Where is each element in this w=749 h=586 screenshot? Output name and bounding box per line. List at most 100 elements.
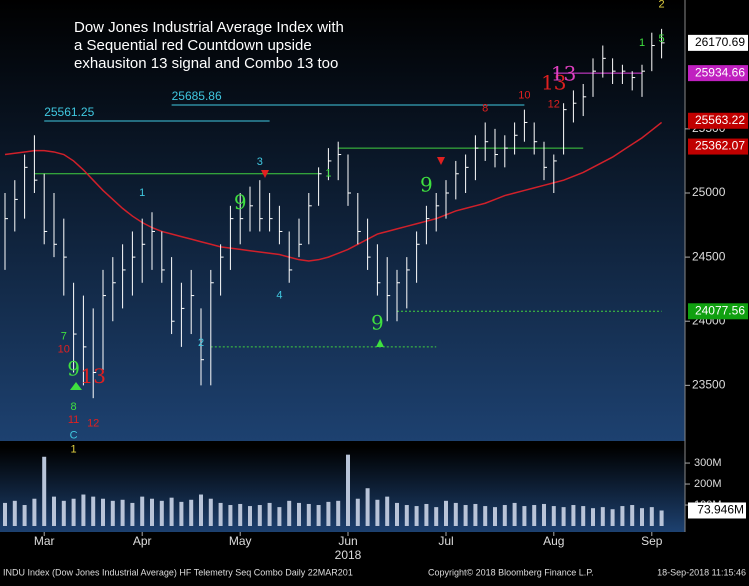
volume-bar: [257, 505, 262, 526]
title-line: Dow Jones Industrial Average Index with: [74, 19, 344, 36]
volume-bar: [542, 503, 546, 526]
annotation: 3: [257, 156, 263, 168]
volume-bar: [32, 498, 37, 526]
x-tick-label: Mar: [34, 534, 55, 548]
title-line: exhausiton 13 signal and Combo 13 too: [74, 55, 338, 72]
volume-bar: [434, 507, 439, 526]
price-tag: [688, 138, 748, 155]
arrow: [376, 339, 384, 347]
volume-bar: [463, 505, 468, 526]
footer-text: 18-Sep-2018 11:15:46: [657, 567, 746, 577]
volume-bar: [110, 500, 115, 526]
volume-bar: [3, 502, 7, 526]
volume-bar: [483, 506, 488, 526]
volume-bar: [159, 500, 164, 526]
volume-bar: [355, 498, 360, 526]
annotation: 9: [234, 190, 247, 214]
volume-bar: [630, 505, 635, 526]
volume-bar: [22, 505, 27, 526]
volume-bar: [600, 507, 605, 526]
volume-bar: [532, 505, 537, 526]
annotation: 12: [548, 98, 560, 110]
volume-bar: [71, 498, 76, 526]
annotation: 13: [541, 70, 566, 94]
x-tick-label: Aug: [543, 534, 564, 548]
y-tick-label: 25000: [692, 185, 726, 199]
footer-text: INDU Index (Dow Jones Industrial Average…: [3, 567, 353, 577]
price-tag: [688, 34, 748, 51]
annotation: 2: [198, 337, 204, 349]
footer-bar: [0, 562, 749, 581]
volume-bar: [316, 505, 321, 526]
volume-bar: [640, 508, 644, 526]
annotation: 1: [71, 443, 77, 455]
volume-bar: [277, 507, 282, 526]
annotation: C: [70, 429, 78, 441]
year-label: 2018: [335, 548, 362, 562]
price-tag: [688, 112, 748, 129]
volume-bar: [189, 499, 194, 526]
annotation: 9: [420, 172, 433, 196]
volume-tag: [688, 502, 746, 519]
volume-bar: [61, 500, 66, 526]
annotation: 13: [551, 62, 576, 86]
x-tick-label: Jul: [438, 534, 453, 548]
volume-bar: [81, 494, 86, 526]
volume-bar: [199, 494, 203, 526]
volume-bar: [306, 503, 311, 526]
volume-bar: [522, 506, 527, 526]
volume-bar: [130, 502, 135, 526]
volume-bar: [140, 496, 145, 526]
volume-bar: [52, 496, 56, 526]
volume-bar: [551, 506, 556, 526]
annotation: 1: [639, 37, 645, 49]
annotation: 9: [67, 356, 80, 380]
y-tick-label: 24500: [692, 249, 726, 263]
volume-bar: [649, 507, 654, 526]
axis-panel: [685, 0, 749, 560]
price-tag: [688, 65, 748, 82]
y-tick-label: 200M: [694, 478, 722, 490]
annotation: 2: [659, 0, 665, 10]
level-label: 25561.25: [44, 105, 94, 119]
volume-bar: [404, 505, 409, 526]
volume-bar: [101, 498, 105, 526]
annotation: 11: [68, 414, 79, 426]
volume-bar: [297, 502, 301, 526]
x-tick-label: Apr: [133, 534, 152, 548]
annotation: 12: [87, 418, 99, 430]
annotation: 5: [659, 33, 665, 45]
volume-bar: [473, 503, 478, 526]
volume-bar: [150, 498, 154, 526]
annotation: 4: [276, 289, 282, 301]
volume-bar: [218, 502, 223, 526]
footer-text: Copyright© 2018 Bloomberg Finance L.P.: [428, 567, 594, 577]
volume-bar: [120, 499, 125, 526]
moving-average: [4, 121, 663, 262]
title-line: a Sequential red Countdown upside: [74, 37, 312, 54]
volume-bar: [395, 502, 399, 526]
annotation: 8: [482, 102, 488, 114]
annotation: 1: [325, 168, 331, 180]
x-tick-label: Jun: [338, 534, 357, 548]
price-tag-label: 26170.69: [695, 35, 745, 49]
price-tag-label: 25563.22: [695, 113, 745, 127]
volume-bar: [91, 496, 96, 526]
price-tag: [688, 303, 748, 320]
volume-bar: [42, 456, 47, 526]
volume-bar: [414, 506, 419, 526]
volume-bar: [591, 508, 595, 526]
volume-bar: [248, 506, 252, 526]
volume-bar: [561, 507, 566, 526]
arrow: [70, 382, 82, 390]
annotation: 13: [80, 364, 105, 388]
plot: 235002400024500250002550025561.2525685.8…: [3, 0, 748, 562]
annotation: 7: [61, 331, 67, 343]
volume-bar: [336, 500, 341, 526]
y-tick-label: 300M: [694, 457, 722, 469]
volume-bar: [620, 506, 625, 526]
x-tick-label: Sep: [641, 534, 663, 548]
price-tag-label: 25934.66: [695, 65, 745, 79]
volume-bar: [208, 498, 213, 526]
